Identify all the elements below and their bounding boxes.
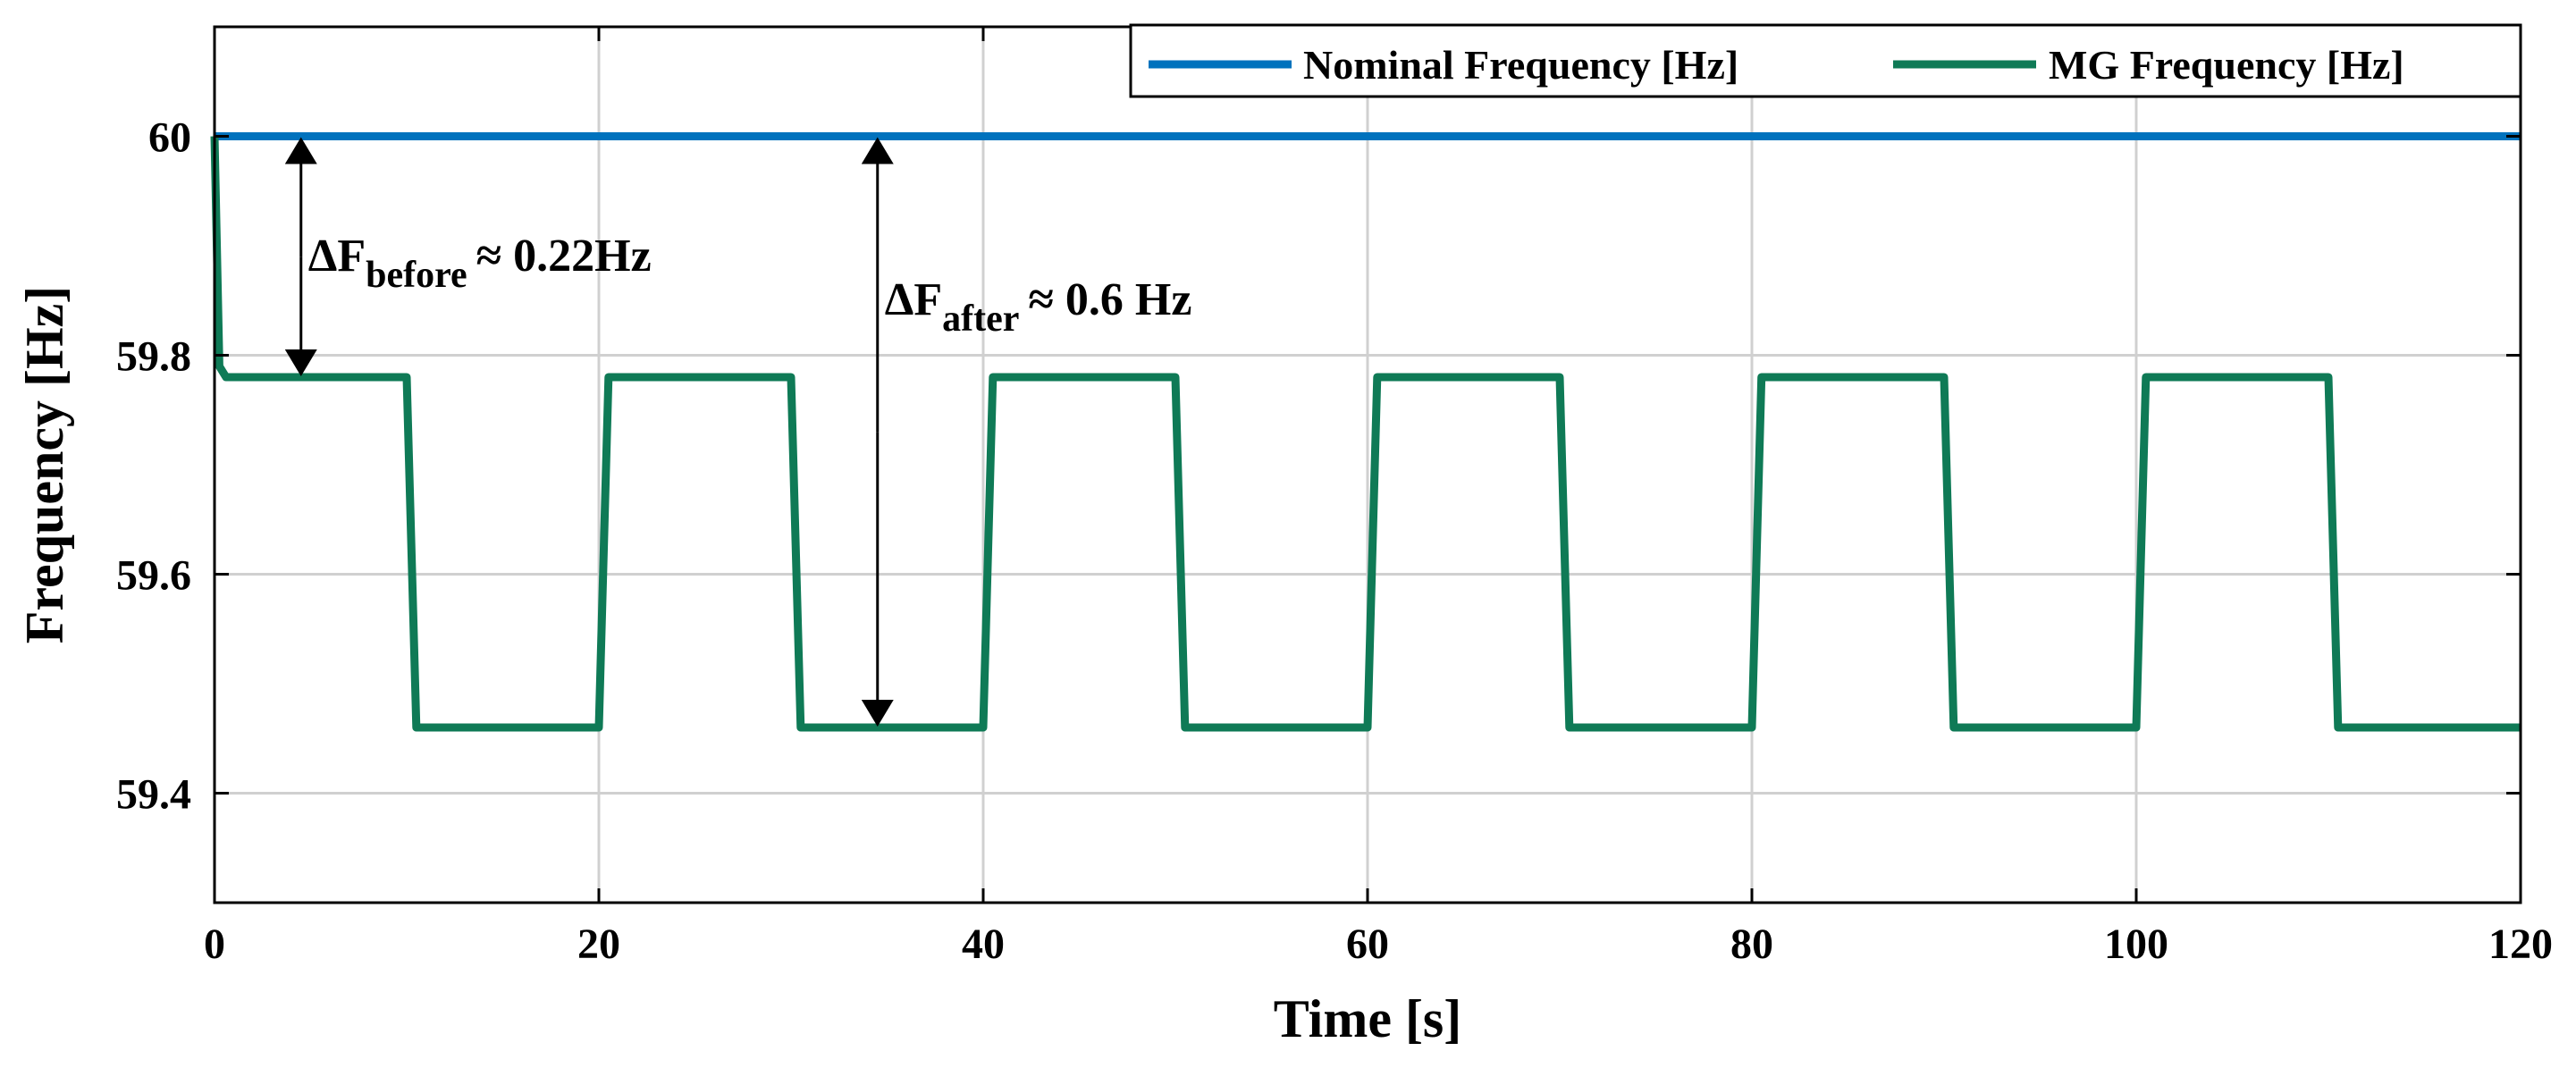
- delta-f-after-value: ≈ 0.6 Hz: [1028, 274, 1191, 325]
- y-tick-label: 59.4: [116, 771, 191, 819]
- axis-ticks: 0 20 40 60 80 100 120 59.4 59.6 59.8 60: [116, 27, 2553, 968]
- x-tick-label: 60: [1346, 921, 1389, 968]
- y-tick-label: 59.8: [116, 333, 191, 381]
- y-tick-label: 60: [148, 114, 191, 162]
- y-tick-label: 59.6: [116, 552, 191, 600]
- series-layer: [210, 132, 2521, 732]
- x-axis-label: Time [s]: [1274, 989, 1462, 1048]
- x-tick-label: 0: [204, 921, 225, 968]
- legend: Nominal Frequency [Hz] MG Frequency [Hz]: [1129, 23, 2522, 98]
- x-tick-label: 100: [2104, 921, 2168, 968]
- delta-f-before-subscript: before: [366, 255, 467, 296]
- delta-f-before-value: ≈ 0.22Hz: [476, 231, 652, 282]
- delta-f-after-delta: ΔF: [885, 274, 942, 325]
- x-tick-label: 120: [2488, 921, 2553, 968]
- x-tick-label: 40: [962, 921, 1005, 968]
- grid: [213, 27, 2522, 903]
- delta-f-after-subscript: after: [942, 299, 1019, 340]
- delta-f-before-label: ΔFbefore ≈ 0.22Hz: [308, 231, 652, 296]
- series-mg-frequency: [210, 136, 2521, 732]
- x-tick-label: 80: [1730, 921, 1773, 968]
- delta-f-after-label: ΔFafter ≈ 0.6 Hz: [885, 274, 1192, 340]
- delta-f-before-delta: ΔF: [308, 231, 366, 282]
- y-axis-label: Frequency [Hz]: [15, 286, 74, 643]
- legend-label-mg: MG Frequency [Hz]: [2049, 42, 2404, 88]
- x-tick-label: 20: [577, 921, 620, 968]
- legend-box: [1129, 23, 2522, 98]
- legend-label-nominal: Nominal Frequency [Hz]: [1303, 42, 1738, 88]
